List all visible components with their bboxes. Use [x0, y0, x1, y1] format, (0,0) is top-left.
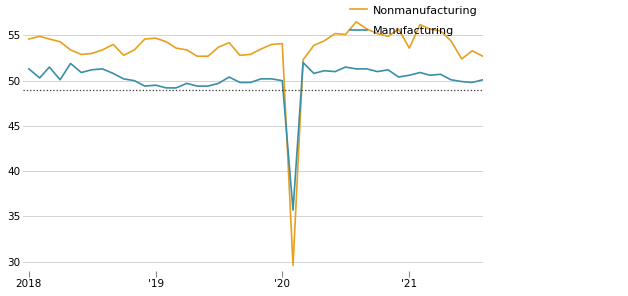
Legend: Nonmanufacturing, Manufacturing: Nonmanufacturing, Manufacturing: [350, 5, 477, 36]
Line: Manufacturing: Manufacturing: [29, 62, 515, 210]
Line: Nonmanufacturing: Nonmanufacturing: [29, 22, 515, 265]
